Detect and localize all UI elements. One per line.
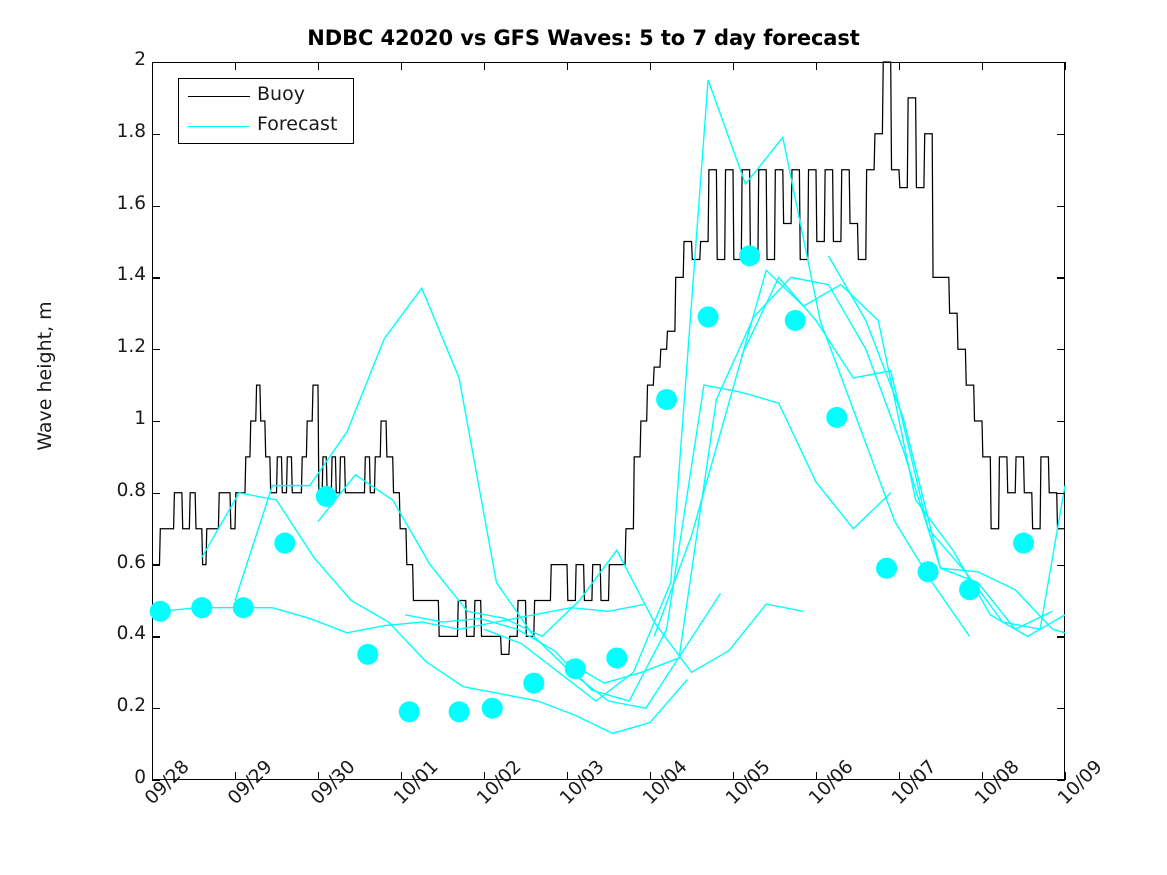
y-tick-label: 1.2 (116, 336, 146, 358)
data-point-marker (959, 579, 981, 601)
x-tick-mark (733, 772, 735, 780)
y-tick-mark (152, 421, 160, 423)
y-tick-mark (1057, 708, 1065, 710)
y-tick-label: 1.8 (116, 120, 146, 142)
y-tick-mark (152, 564, 160, 566)
data-point-marker (481, 697, 503, 719)
x-tick-mark (899, 772, 901, 780)
series-line-forecast-run-9 (740, 276, 1066, 631)
x-tick-mark (650, 772, 652, 780)
y-tick-mark (152, 349, 160, 351)
data-point-marker (191, 597, 213, 619)
chart-legend: Buoy Forecast (178, 78, 354, 144)
y-tick-mark (152, 205, 160, 207)
x-tick-mark (733, 62, 735, 70)
series-line-forecast-run-6 (483, 79, 971, 702)
data-point-marker (564, 658, 586, 680)
series-line-forecast-run-8 (653, 268, 1066, 638)
x-tick-mark (1065, 62, 1067, 70)
y-tick-mark (1057, 133, 1065, 136)
x-tick-mark (567, 772, 569, 780)
y-tick-label: 0.8 (116, 479, 146, 501)
legend-swatch-forecast (188, 126, 250, 127)
series-line-forecast-run-2 (201, 492, 688, 735)
y-tick-mark (1057, 492, 1065, 495)
x-tick-mark (152, 772, 154, 780)
x-tick-mark (318, 62, 320, 70)
series-line-forecast-run-7 (566, 276, 1053, 684)
x-tick-mark (650, 62, 652, 70)
data-point-marker (274, 532, 296, 554)
legend-swatch-buoy (188, 96, 250, 97)
data-point-marker (697, 306, 719, 328)
x-tick-mark (235, 62, 237, 70)
series-line-forecast-run-10 (827, 255, 1066, 634)
data-point-marker (739, 245, 761, 267)
y-tick-label: 1 (134, 408, 146, 429)
y-tick-mark (1057, 349, 1065, 351)
y-tick-label: 1.4 (116, 264, 146, 286)
x-tick-mark (235, 772, 237, 780)
y-tick-mark (1057, 636, 1065, 638)
data-point-marker (876, 557, 898, 579)
y-tick-mark (152, 492, 160, 495)
x-tick-mark (152, 62, 154, 70)
x-tick-mark (318, 772, 320, 780)
data-point-marker (149, 600, 171, 622)
data-point-marker (315, 485, 337, 507)
y-tick-mark (152, 780, 160, 782)
series-line-forecast-run-4 (317, 473, 804, 674)
y-tick-mark (1057, 564, 1065, 566)
y-tick-label: 0.4 (116, 623, 146, 645)
data-point-marker (232, 597, 254, 619)
data-point-marker (784, 309, 806, 331)
x-tick-mark (982, 62, 984, 70)
data-series-layer (149, 61, 1066, 735)
y-tick-label: 1.6 (116, 192, 146, 214)
data-point-marker (1013, 532, 1034, 554)
y-tick-mark (1057, 62, 1065, 64)
x-tick-mark (982, 772, 984, 780)
y-tick-label: 0 (134, 767, 146, 788)
x-tick-mark (401, 772, 403, 780)
legend-label-forecast: Forecast (257, 113, 338, 135)
y-tick-mark (1057, 277, 1065, 279)
y-axis-label: Wave height, m (34, 301, 56, 451)
y-tick-mark (152, 277, 160, 279)
y-tick-mark (1057, 780, 1065, 782)
legend-item-forecast: Forecast (179, 110, 353, 143)
y-tick-label: 0.6 (116, 551, 146, 573)
x-tick-mark (484, 62, 486, 70)
data-point-marker (656, 388, 678, 410)
series-line-forecast-run-5 (405, 384, 892, 702)
y-tick-label: 0.2 (116, 695, 146, 717)
series-line-forecast-run-3 (234, 286, 722, 709)
legend-item-buoy: Buoy (179, 80, 353, 113)
series-line-buoy (152, 61, 1065, 655)
y-tick-mark (152, 636, 160, 638)
page-title: NDBC 42020 vs GFS Waves: 5 to 7 day fore… (307, 26, 860, 50)
x-tick-mark (816, 62, 818, 70)
legend-label-buoy: Buoy (257, 83, 305, 105)
data-point-marker (826, 406, 848, 428)
data-point-marker (448, 701, 470, 723)
x-tick-mark (816, 772, 818, 780)
x-tick-mark (1065, 772, 1067, 780)
data-point-marker (523, 672, 545, 694)
y-tick-mark (152, 708, 160, 710)
y-tick-label: 2 (134, 49, 146, 70)
y-tick-mark (152, 62, 160, 64)
data-point-marker (398, 701, 420, 723)
x-tick-mark (567, 62, 569, 70)
x-tick-mark (401, 62, 403, 70)
y-tick-mark (1057, 421, 1065, 423)
x-tick-mark (484, 772, 486, 780)
data-point-marker (357, 643, 379, 665)
y-tick-mark (152, 133, 160, 136)
x-tick-mark (899, 62, 901, 70)
y-tick-mark (1057, 205, 1065, 207)
data-point-marker (917, 561, 939, 583)
data-point-marker (606, 647, 628, 669)
